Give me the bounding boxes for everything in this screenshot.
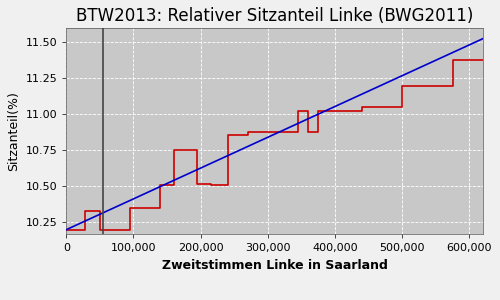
Line: Sitzanteil real: Sitzanteil real bbox=[66, 60, 483, 230]
Sitzanteil real bbox=[399, 84, 405, 87]
Sitzanteil real bbox=[480, 58, 486, 62]
Sitzanteil real bbox=[194, 182, 200, 185]
Sitzanteil real bbox=[305, 110, 311, 113]
Y-axis label: Sitzanteil(%): Sitzanteil(%) bbox=[7, 91, 20, 171]
Title: BTW2013: Relativer Sitzanteil Linke (BWG2011): BTW2013: Relativer Sitzanteil Linke (BWG… bbox=[76, 7, 473, 25]
Sitzanteil real bbox=[171, 148, 177, 152]
Sitzanteil real bbox=[244, 133, 250, 136]
Sitzanteil real bbox=[82, 209, 88, 213]
Sitzanteil real bbox=[450, 58, 456, 62]
Sitzanteil real bbox=[171, 183, 177, 187]
Sitzanteil real bbox=[224, 133, 230, 136]
Sitzanteil real bbox=[295, 130, 301, 134]
Sitzanteil real bbox=[158, 206, 164, 210]
Sitzanteil real bbox=[450, 84, 456, 87]
Sitzanteil real bbox=[64, 228, 70, 232]
X-axis label: Zweitstimmen Linke in Saarland: Zweitstimmen Linke in Saarland bbox=[162, 259, 388, 272]
Sitzanteil real bbox=[194, 148, 200, 152]
Sitzanteil real bbox=[158, 183, 164, 187]
Sitzanteil real bbox=[295, 110, 301, 113]
Sitzanteil real bbox=[208, 183, 214, 187]
Sitzanteil real bbox=[82, 228, 88, 232]
Sitzanteil real bbox=[97, 209, 103, 213]
Sitzanteil real bbox=[127, 228, 133, 232]
Sitzanteil real bbox=[315, 130, 321, 134]
Sitzanteil real bbox=[208, 182, 214, 185]
Sitzanteil real bbox=[359, 105, 365, 109]
Sitzanteil real bbox=[127, 206, 133, 210]
Sitzanteil real bbox=[97, 228, 103, 232]
Sitzanteil real bbox=[305, 130, 311, 134]
Sitzanteil real bbox=[399, 105, 405, 109]
Sitzanteil real bbox=[315, 110, 321, 113]
Sitzanteil real bbox=[359, 110, 365, 113]
Sitzanteil real bbox=[224, 183, 230, 187]
Sitzanteil real bbox=[244, 130, 250, 134]
